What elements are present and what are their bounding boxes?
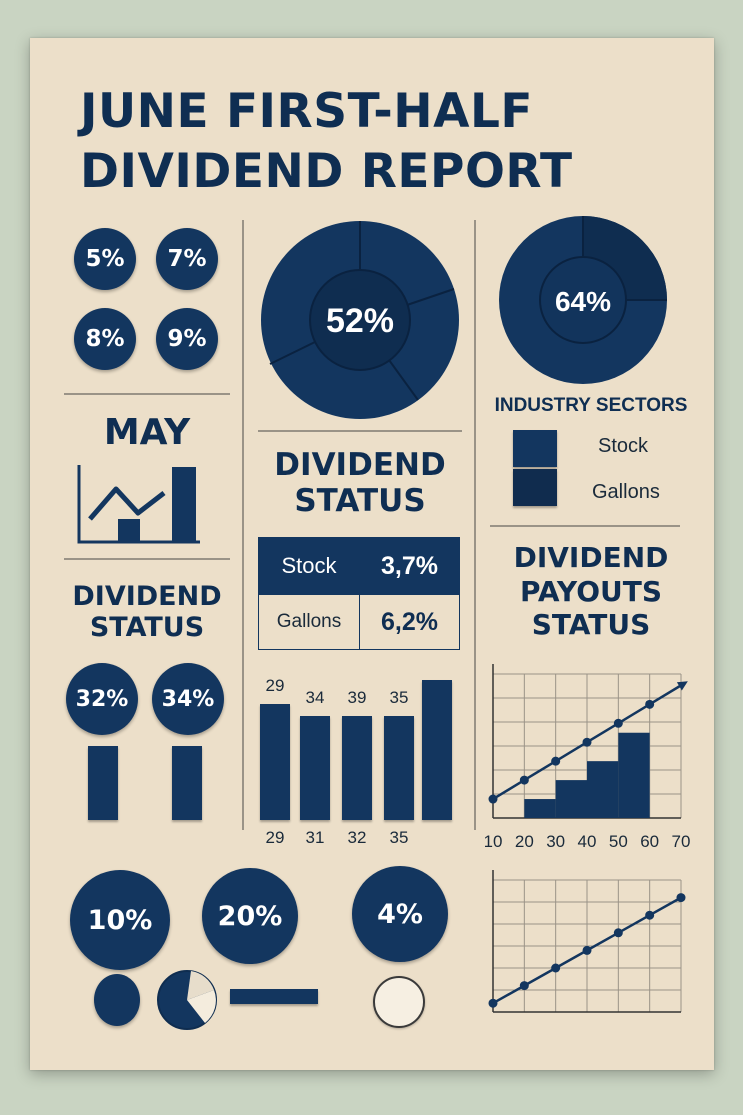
- bar-top-label: 29: [265, 676, 285, 695]
- donut-center-label: 52%: [326, 302, 394, 340]
- x-tick-label: 10: [485, 832, 502, 851]
- empty-circle-icon: [373, 976, 425, 1028]
- data-point: [613, 928, 623, 938]
- payouts-line-chart: 10 20 30 40 50 60 70: [485, 664, 691, 851]
- data-point: [519, 981, 529, 991]
- data-point: [613, 718, 623, 728]
- section-rule: [64, 558, 230, 560]
- x-tick-label: 40: [578, 832, 597, 851]
- badge-circle: 5%: [74, 228, 136, 290]
- bar-bottom-label: 29: [265, 828, 285, 847]
- report-title-line2: DIVIDEND REPORT: [80, 144, 573, 199]
- data-point: [582, 737, 592, 747]
- left-status-heading: DIVIDEND STATUS: [54, 581, 240, 643]
- payouts-heading: DIVIDEND PAYOUTS STATUS: [486, 541, 696, 642]
- data-point: [488, 998, 498, 1008]
- bar-top-label: 39: [347, 688, 367, 707]
- trend-chart-icon: [77, 465, 200, 544]
- legend-swatch-gallons: [513, 469, 557, 506]
- legend-swatch-stock: [513, 430, 557, 467]
- section-rule: [258, 430, 462, 432]
- x-tick-label: 30: [546, 832, 565, 851]
- report-title-line1: JUNE FIRST-HALF: [80, 84, 534, 139]
- bar-bottom-label: 31: [305, 828, 325, 847]
- divider-right: [474, 220, 476, 830]
- bar-bottom-label: 35: [389, 828, 409, 847]
- left-status-heading-line2: STATUS: [89, 612, 205, 644]
- report-poster: JUNE FIRST-HALF DIVIDEND REPORT 5% 7% 8%…: [30, 38, 714, 1070]
- divider-left: [242, 220, 244, 830]
- x-tick-label: 20: [515, 832, 534, 851]
- legend-label-gallons: Gallons: [592, 481, 660, 503]
- badge-circle: 9%: [156, 308, 218, 370]
- bar: [342, 716, 372, 820]
- left-status-heading-line1: DIVIDEND: [72, 581, 222, 612]
- data-point: [488, 794, 498, 804]
- dot-icon: [94, 974, 140, 1026]
- dividend-status-table: Stock 3,7% Gallons 6,2%: [258, 537, 460, 650]
- data-point: [645, 910, 655, 920]
- bar-top-label: 35: [389, 688, 409, 707]
- legend-title: INDUSTRY SECTORS: [494, 395, 688, 416]
- status-circle: 34%: [152, 663, 224, 735]
- table-cell-name: Stock: [258, 537, 360, 595]
- bottom-circle: 20%: [202, 868, 298, 964]
- status-bar: [88, 746, 118, 820]
- donut-center-label: 64%: [555, 286, 611, 317]
- payouts-heading-line3: STATUS: [531, 608, 651, 642]
- data-point: [582, 945, 592, 955]
- bar: [555, 780, 587, 818]
- data-point: [519, 775, 529, 785]
- payouts-heading-line2: PAYOUTS: [519, 574, 663, 608]
- table-cell-name: Gallons: [258, 594, 360, 650]
- table-row: Stock 3,7%: [258, 537, 460, 595]
- bar-bottom-label: 32: [347, 828, 367, 847]
- table-row: Gallons 6,2%: [258, 594, 460, 650]
- bar: [618, 732, 650, 818]
- bar: [260, 704, 290, 820]
- bar: [587, 761, 619, 818]
- bar-top-label: 34: [305, 688, 325, 707]
- middle-status-heading: DIVIDEND STATUS: [248, 447, 472, 519]
- bottom-line-chart: [488, 870, 686, 1013]
- payouts-heading-line1: DIVIDEND: [513, 541, 669, 574]
- bottom-circle: 10%: [70, 870, 170, 970]
- x-tick-label: 70: [672, 832, 691, 851]
- section-rule: [490, 525, 680, 527]
- status-bar: [172, 746, 202, 820]
- x-tick-label: 60: [640, 832, 659, 851]
- data-point: [676, 893, 686, 903]
- donut-chart-64: 64%: [499, 216, 667, 384]
- data-point: [645, 699, 655, 709]
- data-point: [551, 756, 561, 766]
- arrow-head: [676, 681, 688, 691]
- data-point: [551, 963, 561, 973]
- middle-status-heading-line1: DIVIDEND: [274, 447, 446, 483]
- bar-icon: [230, 989, 318, 1004]
- badge-circle: 8%: [74, 308, 136, 370]
- table-cell-value: 3,7%: [359, 537, 460, 595]
- bar: [300, 716, 330, 820]
- section-rule: [64, 393, 230, 395]
- bar: [422, 680, 452, 820]
- table-cell-value: 6,2%: [359, 594, 460, 650]
- bottom-circle: 4%: [352, 866, 448, 962]
- donut-chart-52: 52%: [261, 221, 459, 419]
- badge-circle: 7%: [156, 228, 218, 290]
- x-tick-label: 50: [609, 832, 628, 851]
- status-circle: 32%: [66, 663, 138, 735]
- bar: [524, 799, 556, 818]
- bar: [384, 716, 414, 820]
- middle-bar-chart: 29 29 34 31 39 32 35 35: [250, 668, 460, 858]
- month-label: MAY: [103, 412, 191, 453]
- pie-icon: [157, 970, 217, 1030]
- middle-status-heading-line2: STATUS: [294, 482, 426, 519]
- legend-label-stock: Stock: [598, 435, 649, 457]
